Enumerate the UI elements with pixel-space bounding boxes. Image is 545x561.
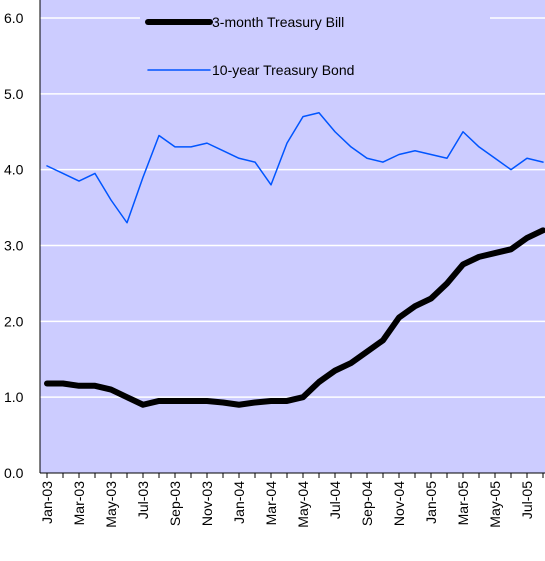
- y-tick-label: 0.0: [4, 465, 24, 481]
- series-line: [44, 227, 545, 408]
- x-tick-label: Jan-04: [231, 481, 247, 524]
- legend-box: [140, 2, 490, 86]
- x-tick-label: May-05: [487, 481, 503, 528]
- x-tick-label: May-03: [103, 481, 119, 528]
- x-tick-label: May-04: [295, 481, 311, 528]
- x-tick-label: Mar-05: [455, 481, 471, 526]
- legend-label: 10-year Treasury Bond: [212, 62, 354, 78]
- x-tick-label: Jan-05: [423, 481, 439, 524]
- x-tick-label: Nov-03: [199, 481, 215, 526]
- y-tick-label: 1.0: [4, 389, 24, 405]
- x-tick-label: Jul-03: [135, 481, 151, 519]
- y-tick-label: 4.0: [4, 162, 24, 178]
- x-tick-label: Jul-05: [519, 481, 535, 519]
- y-tick-label: 2.0: [4, 313, 24, 329]
- series-line: [46, 112, 544, 224]
- x-tick-label: Nov-04: [391, 481, 407, 526]
- x-tick-label: Jan-03: [39, 481, 55, 524]
- x-tick-label: Jul-04: [327, 481, 343, 519]
- x-tick-label: Sep-04: [359, 481, 375, 526]
- y-tick-label: 6.0: [4, 10, 24, 26]
- y-tick-label: 5.0: [4, 86, 24, 102]
- y-tick-label: 3.0: [4, 238, 24, 254]
- legend-label: 3-month Treasury Bill: [212, 14, 344, 30]
- x-tick-label: Mar-04: [263, 481, 279, 526]
- x-tick-label: Sep-03: [167, 481, 183, 526]
- x-tick-label: Mar-03: [71, 481, 87, 526]
